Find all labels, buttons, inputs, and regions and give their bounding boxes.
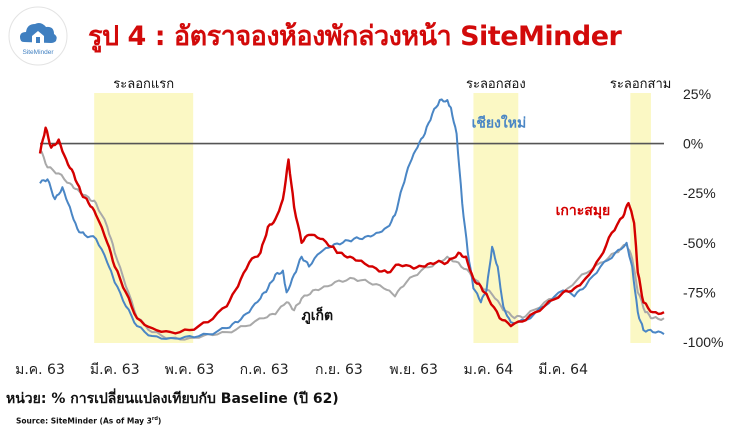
y-tick-label-3: -25% — [683, 185, 716, 201]
unit-note: หน่วย: % การเปลี่ยนแปลงเทียบกับ Baseline… — [6, 391, 339, 407]
y-tick-label-5: -75% — [683, 284, 716, 300]
x-tick-label-8: มี.ค. 64 — [538, 362, 588, 378]
series-label-2: เชียงใหม่ — [472, 114, 527, 132]
x-tick-label-4: ก.ค. 63 — [240, 362, 289, 378]
logo-text: SiteMinder — [22, 49, 54, 56]
source-close: ) — [157, 416, 162, 426]
siteminder-logo: SiteMinder — [8, 6, 68, 66]
shaded-period-label-3: ระลอกสาม — [610, 77, 671, 92]
x-tick-label-1: ม.ค. 63 — [15, 362, 65, 378]
x-tick-label-6: พ.ย. 63 — [389, 362, 438, 378]
x-tick-label-2: มี.ค. 63 — [90, 362, 140, 378]
cloud-house-icon: SiteMinder — [8, 6, 68, 66]
y-tick-label-4: -50% — [683, 235, 716, 251]
source-note: Source: SiteMinder (As of May 3rd) — [16, 416, 161, 426]
series-line-1 — [39, 149, 665, 341]
source-superscript: rd — [151, 416, 158, 422]
y-tick-label-1: 25% — [683, 86, 711, 102]
shaded-period-label-2: ระลอกสอง — [466, 77, 526, 92]
series-lines — [38, 98, 665, 341]
shaded-period-1 — [94, 93, 194, 343]
series-line-3 — [38, 126, 665, 335]
y-tick-label-6: -100% — [683, 334, 723, 350]
chart-title: รูป 4 : อัตราจองห้องพักล่วงหน้า SiteMind… — [88, 21, 622, 52]
y-tick-label-2: 0% — [683, 136, 703, 152]
shaded-period-label-1: ระลอกแรก — [113, 77, 174, 92]
x-tick-label-5: ก.ย. 63 — [315, 362, 363, 378]
source-text: Source: SiteMinder (As of May 3 — [16, 416, 152, 426]
x-tick-label-7: ม.ค. 64 — [464, 362, 514, 378]
x-tick-label-3: พ.ค. 63 — [165, 362, 215, 378]
series-label-3: เกาะสมุย — [556, 203, 611, 219]
series-label-1: ภูเก็ต — [302, 306, 334, 324]
